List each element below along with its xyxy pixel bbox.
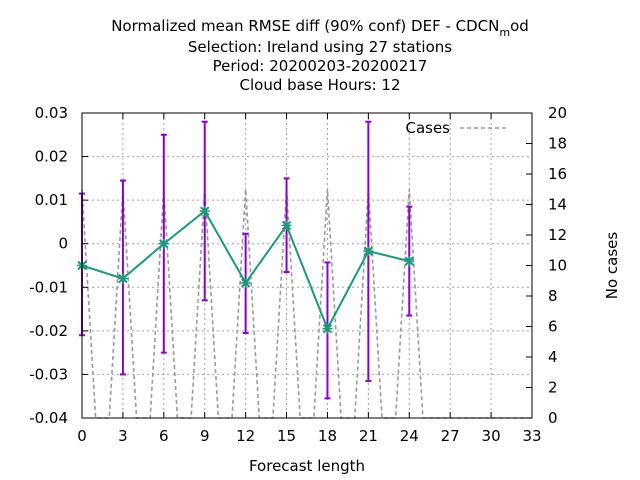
x-tick-label: 27 [441, 427, 460, 445]
data-point [281, 220, 292, 231]
y-tick-label: 0 [58, 235, 68, 253]
data-point [363, 246, 374, 257]
y2-tick-label: 2 [548, 379, 558, 397]
y2-tick-label: 4 [548, 348, 558, 366]
mean-series [77, 206, 415, 334]
y-tick-label: -0.01 [29, 278, 68, 296]
tick-labels: 0 3 6 9 12 15 18 21 24 27 30 33-0.04-0.03-0.02-0.01… [29, 104, 567, 445]
y2-tick-label: 12 [548, 226, 567, 244]
chart-title-line-2: Selection: Ireland using 27 stations [187, 38, 453, 56]
x-axis-label: Forecast length [249, 457, 365, 475]
cases-line [81, 189, 532, 419]
data-point [322, 323, 333, 334]
data-point [199, 206, 210, 217]
x-tick-label: 33 [522, 427, 541, 445]
y2-tick-label: 0 [548, 409, 558, 427]
y-tick-label: 0.03 [35, 104, 68, 122]
x-tick-label: 9 [200, 427, 210, 445]
y2-tick-label: 18 [548, 135, 567, 153]
y2-axis-label: No cases [603, 232, 621, 300]
y2-tick-label: 14 [548, 196, 567, 214]
y-tick-label: -0.03 [29, 365, 68, 383]
cases-series [81, 189, 532, 419]
chart-title-line-3: Period: 20200203-20200217 [212, 57, 428, 75]
data-point [240, 277, 251, 288]
x-tick-label: 12 [236, 427, 255, 445]
grid [82, 113, 532, 418]
x-tick-label: 6 [159, 427, 169, 445]
chart-title-line-1: Normalized mean RMSE diff (90% conf) DEF… [111, 17, 529, 39]
data-point [158, 238, 169, 249]
data-point [117, 273, 128, 284]
y-tick-label: 0.02 [35, 148, 68, 166]
y2-tick-label: 6 [548, 318, 558, 336]
y-tick-label: 0.01 [35, 191, 68, 209]
x-tick-label: 18 [318, 427, 337, 445]
chart-title-line-4: Cloud base Hours: 12 [239, 76, 401, 94]
y-tick-label: -0.04 [29, 409, 68, 427]
y2-tick-label: 8 [548, 287, 558, 305]
x-tick-label: 15 [277, 427, 296, 445]
legend-label-cases: Cases [405, 119, 450, 137]
x-tick-label: 21 [359, 427, 378, 445]
y2-tick-label: 16 [548, 165, 567, 183]
x-tick-label: 3 [118, 427, 128, 445]
y2-tick-label: 10 [548, 257, 567, 275]
y-tick-label: -0.02 [29, 322, 68, 340]
plot-frame [81, 112, 533, 419]
x-tick-label: 24 [400, 427, 419, 445]
x-tick-label: 30 [482, 427, 501, 445]
x-tick-label: 0 [77, 427, 87, 445]
data-point [404, 256, 415, 267]
legend: Cases [405, 119, 506, 137]
y2-tick-label: 20 [548, 104, 567, 122]
plot-border [81, 112, 533, 419]
